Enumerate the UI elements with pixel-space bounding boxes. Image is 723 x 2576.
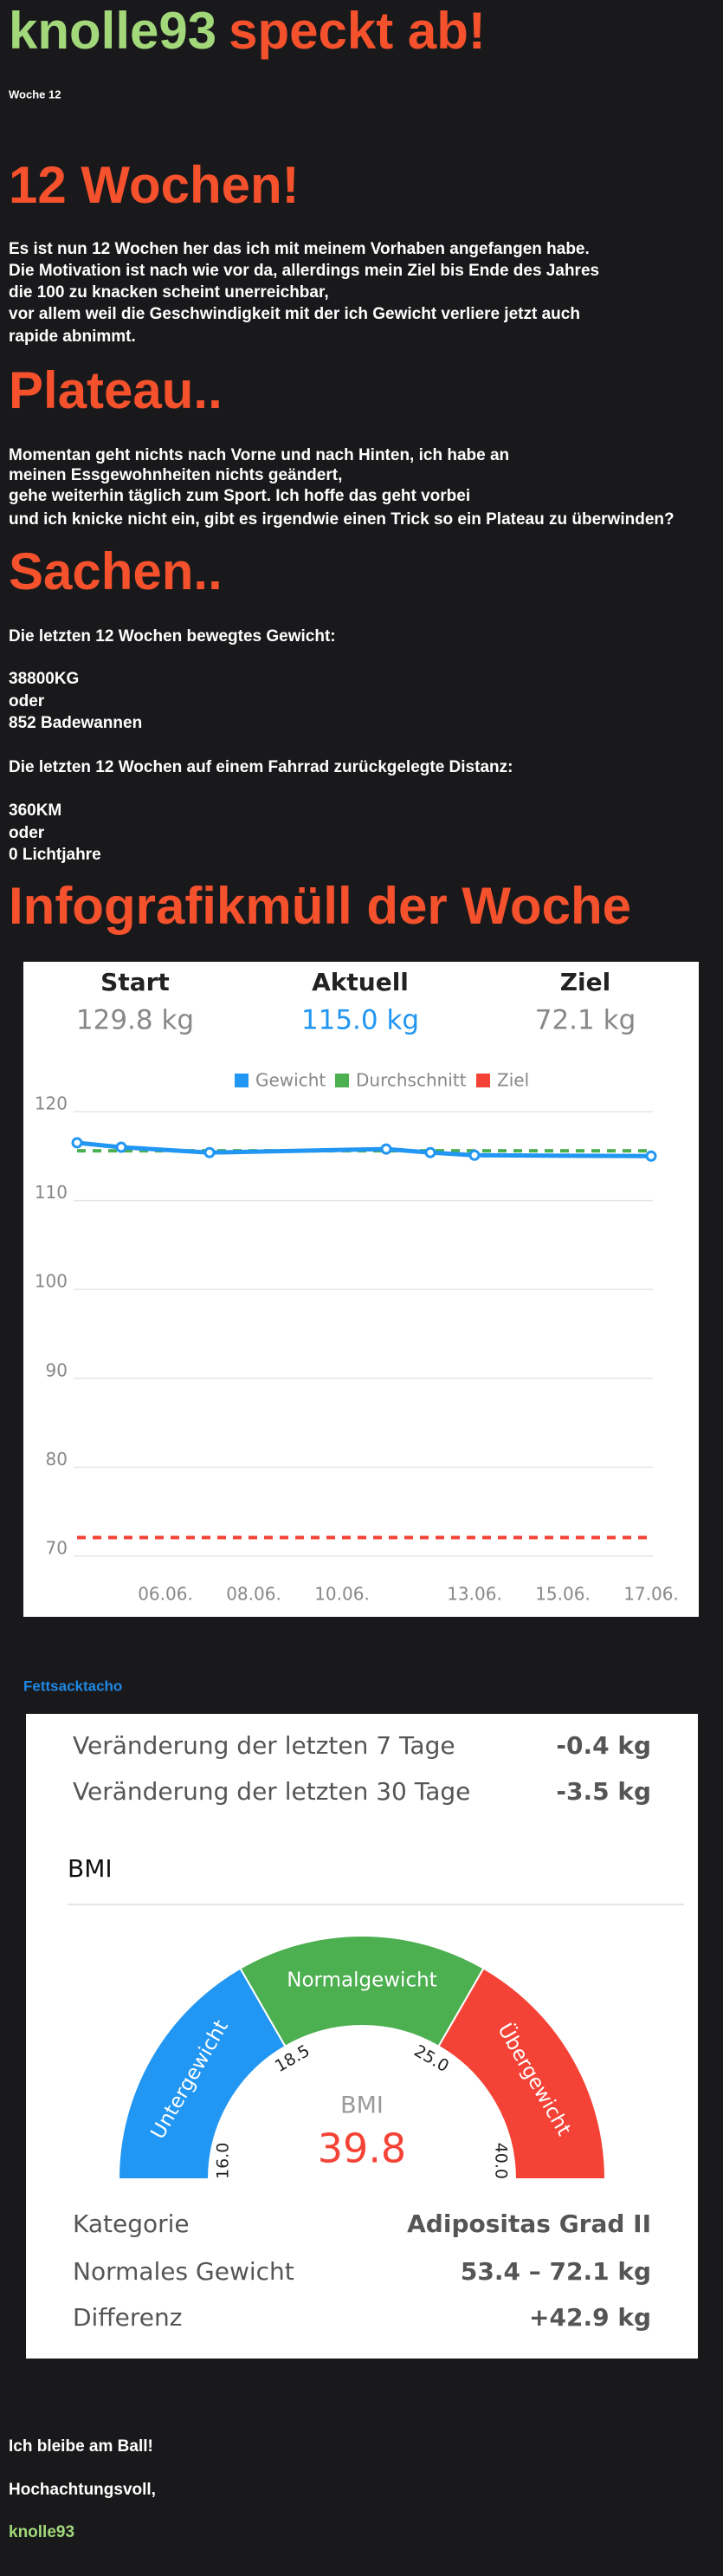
- summary-label: Start: [100, 968, 170, 996]
- x-tick-label: 13.06.: [447, 1584, 502, 1605]
- paragraph-line: Die letzten 12 Wochen bewegtes Gewicht:: [9, 627, 336, 646]
- section-heading: Sachen..: [9, 542, 223, 600]
- title-rest: speckt ab!: [229, 2, 486, 60]
- legend-swatch: [335, 1074, 349, 1087]
- signature: knolle93: [9, 2523, 74, 2541]
- segment-label: Normalgewicht: [287, 1969, 436, 1992]
- subtitle: Woche 12: [9, 88, 61, 101]
- paragraph-line: 0 Lichtjahre: [9, 846, 101, 864]
- y-tick-label: 90: [46, 1359, 68, 1380]
- data-point: [645, 1150, 657, 1162]
- x-tick-label: 15.06.: [535, 1584, 591, 1605]
- paragraph-line: 38800KG: [9, 670, 79, 688]
- summary-label: Aktuell: [312, 968, 409, 996]
- title-user: knolle93: [9, 2, 216, 60]
- paragraph-line: Es ist nun 12 Wochen her das ich mit mei…: [9, 240, 590, 258]
- detail-value: 53.4 – 72.1 kg: [461, 2257, 651, 2286]
- data-point: [115, 1141, 127, 1153]
- detail-label: Differenz: [73, 2303, 182, 2332]
- data-point: [424, 1146, 436, 1158]
- section-heading: Plateau..: [9, 361, 223, 419]
- data-point: [380, 1143, 392, 1155]
- paragraph-line: oder: [9, 692, 45, 711]
- paragraph-line: rapide abnimmt.: [9, 328, 136, 346]
- gauge-label: BMI: [340, 2093, 384, 2119]
- y-tick-label: 120: [35, 1093, 68, 1114]
- y-tick-label: 70: [46, 1538, 68, 1559]
- paragraph-line: die 100 zu knacken scheint unerreichbar,: [9, 283, 329, 302]
- change-value: -3.5 kg: [556, 1777, 651, 1806]
- legend-label: Gewicht: [255, 1070, 326, 1091]
- data-point: [468, 1149, 481, 1161]
- paragraph-line: 360KM: [9, 801, 61, 820]
- paragraph-line: gehe weiterhin täglich zum Sport. Ich ho…: [9, 487, 470, 505]
- tacho-link[interactable]: Fettsacktacho: [23, 1677, 122, 1694]
- tacho-card: [26, 1714, 698, 2359]
- paragraph-line: und ich knicke nicht ein, gibt es irgend…: [9, 510, 675, 529]
- gauge-segment: [117, 1967, 287, 2180]
- y-tick-label: 110: [35, 1182, 68, 1203]
- gauge-tick-label: 40.0: [492, 2143, 511, 2179]
- gauge-segment: [239, 1935, 485, 2048]
- paragraph-line: meinen Essgewohnheiten nichts geändert,: [9, 466, 342, 484]
- gauge-tick-label: 16.0: [214, 2143, 233, 2179]
- x-tick-label: 17.06.: [623, 1584, 679, 1605]
- detail-value: +42.9 kg: [529, 2303, 651, 2332]
- paragraph-line: 852 Badewannen: [9, 714, 142, 732]
- detail-value: Adipositas Grad II: [407, 2209, 651, 2238]
- summary-value: 129.8 kg: [76, 1005, 194, 1036]
- paragraph-line: Die Motivation ist nach wie vor da, alle…: [9, 262, 599, 280]
- x-tick-label: 06.06.: [138, 1584, 193, 1605]
- x-tick-label: 08.06.: [226, 1584, 281, 1605]
- detail-label: Kategorie: [73, 2209, 190, 2238]
- gauge-value: 39.8: [318, 2125, 406, 2172]
- footer-line: Hochachtungsvoll,: [9, 2481, 156, 2499]
- section-heading: 12 Wochen!: [9, 156, 300, 214]
- paragraph-line: Die letzten 12 Wochen auf einem Fahrrad …: [9, 758, 513, 776]
- section-heading: Infografikmüll der Woche: [9, 877, 631, 935]
- legend-label: Ziel: [497, 1070, 529, 1091]
- x-tick-label: 10.06.: [314, 1584, 370, 1605]
- change-value: -0.4 kg: [556, 1731, 651, 1760]
- paragraph-line: vor allem weil die Geschwindigkeit mit d…: [9, 305, 580, 323]
- y-tick-label: 80: [46, 1449, 68, 1470]
- data-point: [71, 1137, 83, 1149]
- gauge-title: BMI: [68, 1854, 113, 1883]
- summary-label: Ziel: [560, 968, 611, 996]
- gauge-segment: [437, 1967, 607, 2180]
- paragraph-line: Momentan geht nichts nach Vorne und nach…: [9, 446, 509, 464]
- legend-label: Durchschnitt: [356, 1070, 467, 1091]
- legend-swatch: [476, 1074, 490, 1087]
- data-point: [203, 1146, 216, 1158]
- footer-line: Ich bleibe am Ball!: [9, 2437, 153, 2456]
- change-label: Veränderung der letzten 7 Tage: [73, 1731, 455, 1760]
- y-tick-label: 100: [35, 1271, 68, 1292]
- paragraph-line: oder: [9, 824, 45, 842]
- detail-label: Normales Gewicht: [73, 2257, 294, 2286]
- legend-swatch: [235, 1074, 249, 1087]
- summary-value: 72.1 kg: [535, 1005, 636, 1036]
- summary-value: 115.0 kg: [301, 1005, 419, 1036]
- change-label: Veränderung der letzten 30 Tage: [73, 1777, 470, 1806]
